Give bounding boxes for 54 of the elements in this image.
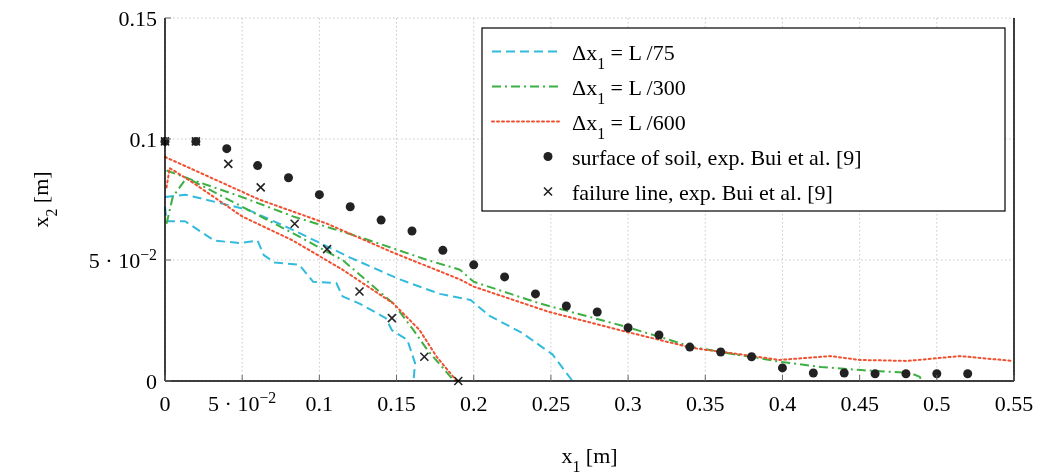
point xyxy=(808,368,818,378)
point xyxy=(376,215,386,225)
y-tick-label: 0.15 xyxy=(118,6,157,31)
legend-label: Δx$_{1}$ = L /75 xyxy=(572,39,675,71)
x-tick-label: 0.5 xyxy=(923,391,951,416)
point xyxy=(223,159,234,169)
x-axis-title: x$_{1}$ [m] xyxy=(561,443,618,473)
y-tick-label: 5 · 10$^{−2}$ xyxy=(88,245,158,273)
x-tick-label: 0.15 xyxy=(377,391,416,416)
point xyxy=(747,352,757,362)
x-tick-label: 0.55 xyxy=(994,391,1034,416)
point xyxy=(283,173,293,183)
point xyxy=(530,289,540,299)
point xyxy=(322,244,332,254)
y-tick-label: 0.1 xyxy=(129,127,157,152)
point xyxy=(623,323,633,333)
point xyxy=(453,376,464,386)
y-tick-label: 0 xyxy=(146,369,157,394)
point xyxy=(469,260,479,270)
point xyxy=(901,369,911,379)
x-tick-label: 0.25 xyxy=(531,391,571,416)
point xyxy=(222,144,232,154)
point xyxy=(870,369,880,379)
point xyxy=(255,182,266,193)
point xyxy=(963,369,973,379)
point xyxy=(716,347,726,357)
point xyxy=(839,368,849,378)
point xyxy=(685,342,695,352)
point xyxy=(592,307,602,317)
legend-label: Δx$_{1}$ = L /600 xyxy=(572,109,686,141)
legend-label: Δx$_{1}$ = L /300 xyxy=(572,74,686,106)
point xyxy=(289,218,300,229)
point xyxy=(407,226,417,236)
point xyxy=(419,352,430,362)
x-tick-label: 0.2 xyxy=(459,391,488,416)
point xyxy=(777,363,787,373)
point xyxy=(500,272,510,282)
point xyxy=(438,245,448,255)
x-tick-label: 0.3 xyxy=(614,391,642,416)
point xyxy=(345,202,355,212)
x-tick-label: 0.45 xyxy=(840,391,879,416)
x-tick-label: 0.35 xyxy=(686,391,725,416)
legend-label: failure line, exp. Bui et al. [9] xyxy=(572,179,833,205)
x-tick-label: 0.1 xyxy=(305,391,334,416)
legend-label: surface of soil, exp. Bui et al. [9] xyxy=(572,144,862,170)
point xyxy=(314,190,324,200)
x-tick-label: 0.4 xyxy=(768,391,797,416)
point xyxy=(253,161,263,171)
point xyxy=(354,286,365,297)
point xyxy=(654,330,664,340)
point xyxy=(932,369,942,379)
point xyxy=(387,313,397,323)
point xyxy=(561,301,571,311)
x-tick-label: 5 · 10$^{−2}$ xyxy=(208,388,277,416)
